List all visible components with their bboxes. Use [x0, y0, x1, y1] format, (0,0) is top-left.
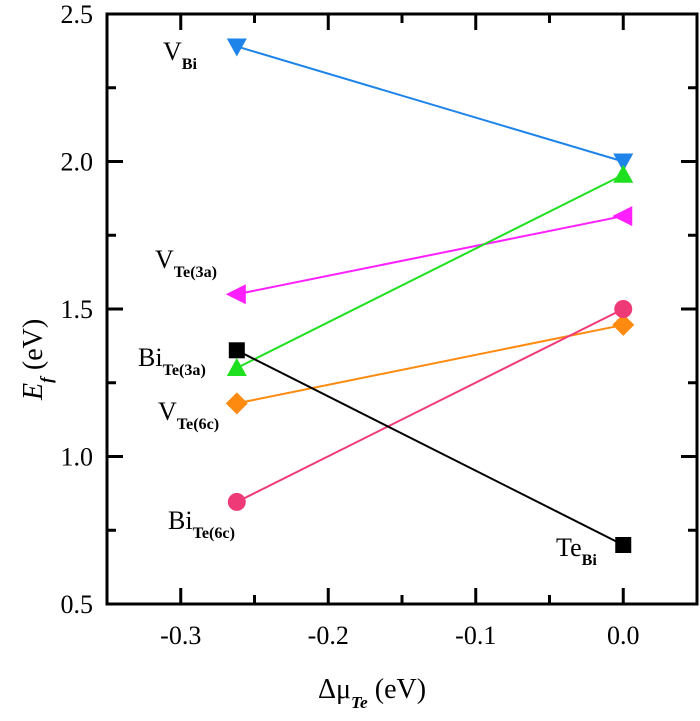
series-label-2: BiTe(3a)	[138, 343, 206, 379]
y-tick-label-2: 1.5	[61, 295, 94, 324]
data-point-0-0	[226, 38, 247, 57]
x-tick-label-1: -0.2	[308, 621, 349, 650]
series-label-1-sub: Te(3a)	[174, 264, 217, 281]
x-tick-label-0: -0.3	[160, 621, 201, 650]
series-line-2	[236, 173, 624, 369]
plot-frame	[105, 12, 699, 606]
data-point-2-0	[226, 358, 247, 376]
series-label-0-sub: Bi	[182, 56, 198, 73]
series-label-4-main: Bi	[168, 506, 193, 535]
series-label-1-main: V	[155, 245, 174, 274]
data-point-3-1	[612, 313, 635, 336]
x-axis-label: ΔμTe (eV)	[318, 674, 426, 712]
x-axis-label-sub: Te	[351, 693, 368, 712]
series-line-3	[236, 323, 624, 405]
series-label-5: TeBi	[556, 533, 597, 569]
series-line-4	[236, 308, 624, 503]
x-tick-label-2: -0.1	[455, 621, 496, 650]
y-tick-label-3: 2.0	[61, 148, 94, 177]
series-label-3-sub: Te(6c)	[177, 416, 219, 433]
series-line-5	[236, 349, 624, 546]
y-tick-label-4: 2.5	[61, 0, 94, 29]
data-point-3-0	[225, 392, 248, 415]
y-axis-label-unit: (eV)	[18, 319, 49, 377]
x-tick-label-3: 0.0	[607, 621, 640, 650]
series-label-3: VTe(6c)	[158, 397, 219, 433]
y-axis-label-sub: f	[37, 375, 56, 383]
series-label-1: VTe(3a)	[155, 245, 217, 281]
x-axis-label-main: Δμ	[318, 674, 351, 705]
series-label-3-main: V	[158, 397, 177, 426]
data-point-1-0	[225, 284, 246, 305]
series-label-5-main: Te	[556, 533, 582, 562]
series-label-4: BiTe(6c)	[168, 506, 235, 542]
data-point-4-1	[614, 300, 633, 318]
data-point-2-1	[613, 164, 634, 183]
y-axis-label-main: E	[18, 383, 49, 401]
data-point-4-0	[227, 492, 246, 511]
data-point-1-1	[612, 206, 633, 227]
series-line-0	[236, 45, 624, 163]
x-axis-label-unit: (eV)	[368, 674, 426, 705]
y-axis-label: Ef (eV)	[18, 319, 56, 401]
series-line-1	[236, 215, 624, 296]
data-point-0-1	[613, 153, 634, 172]
data-point-5-0	[228, 342, 245, 359]
data-point-5-1	[615, 537, 632, 553]
y-tick-label-1: 1.0	[61, 443, 94, 472]
series-label-4-sub: Te(6c)	[193, 525, 235, 542]
series-label-0-main: V	[163, 37, 182, 66]
y-tick-label-0: 0.5	[61, 590, 94, 619]
series-label-2-sub: Te(3a)	[163, 362, 206, 379]
series-label-2-main: Bi	[138, 343, 163, 372]
series-label-5-sub: Bi	[582, 552, 598, 569]
series-label-0: VBi	[163, 37, 198, 73]
